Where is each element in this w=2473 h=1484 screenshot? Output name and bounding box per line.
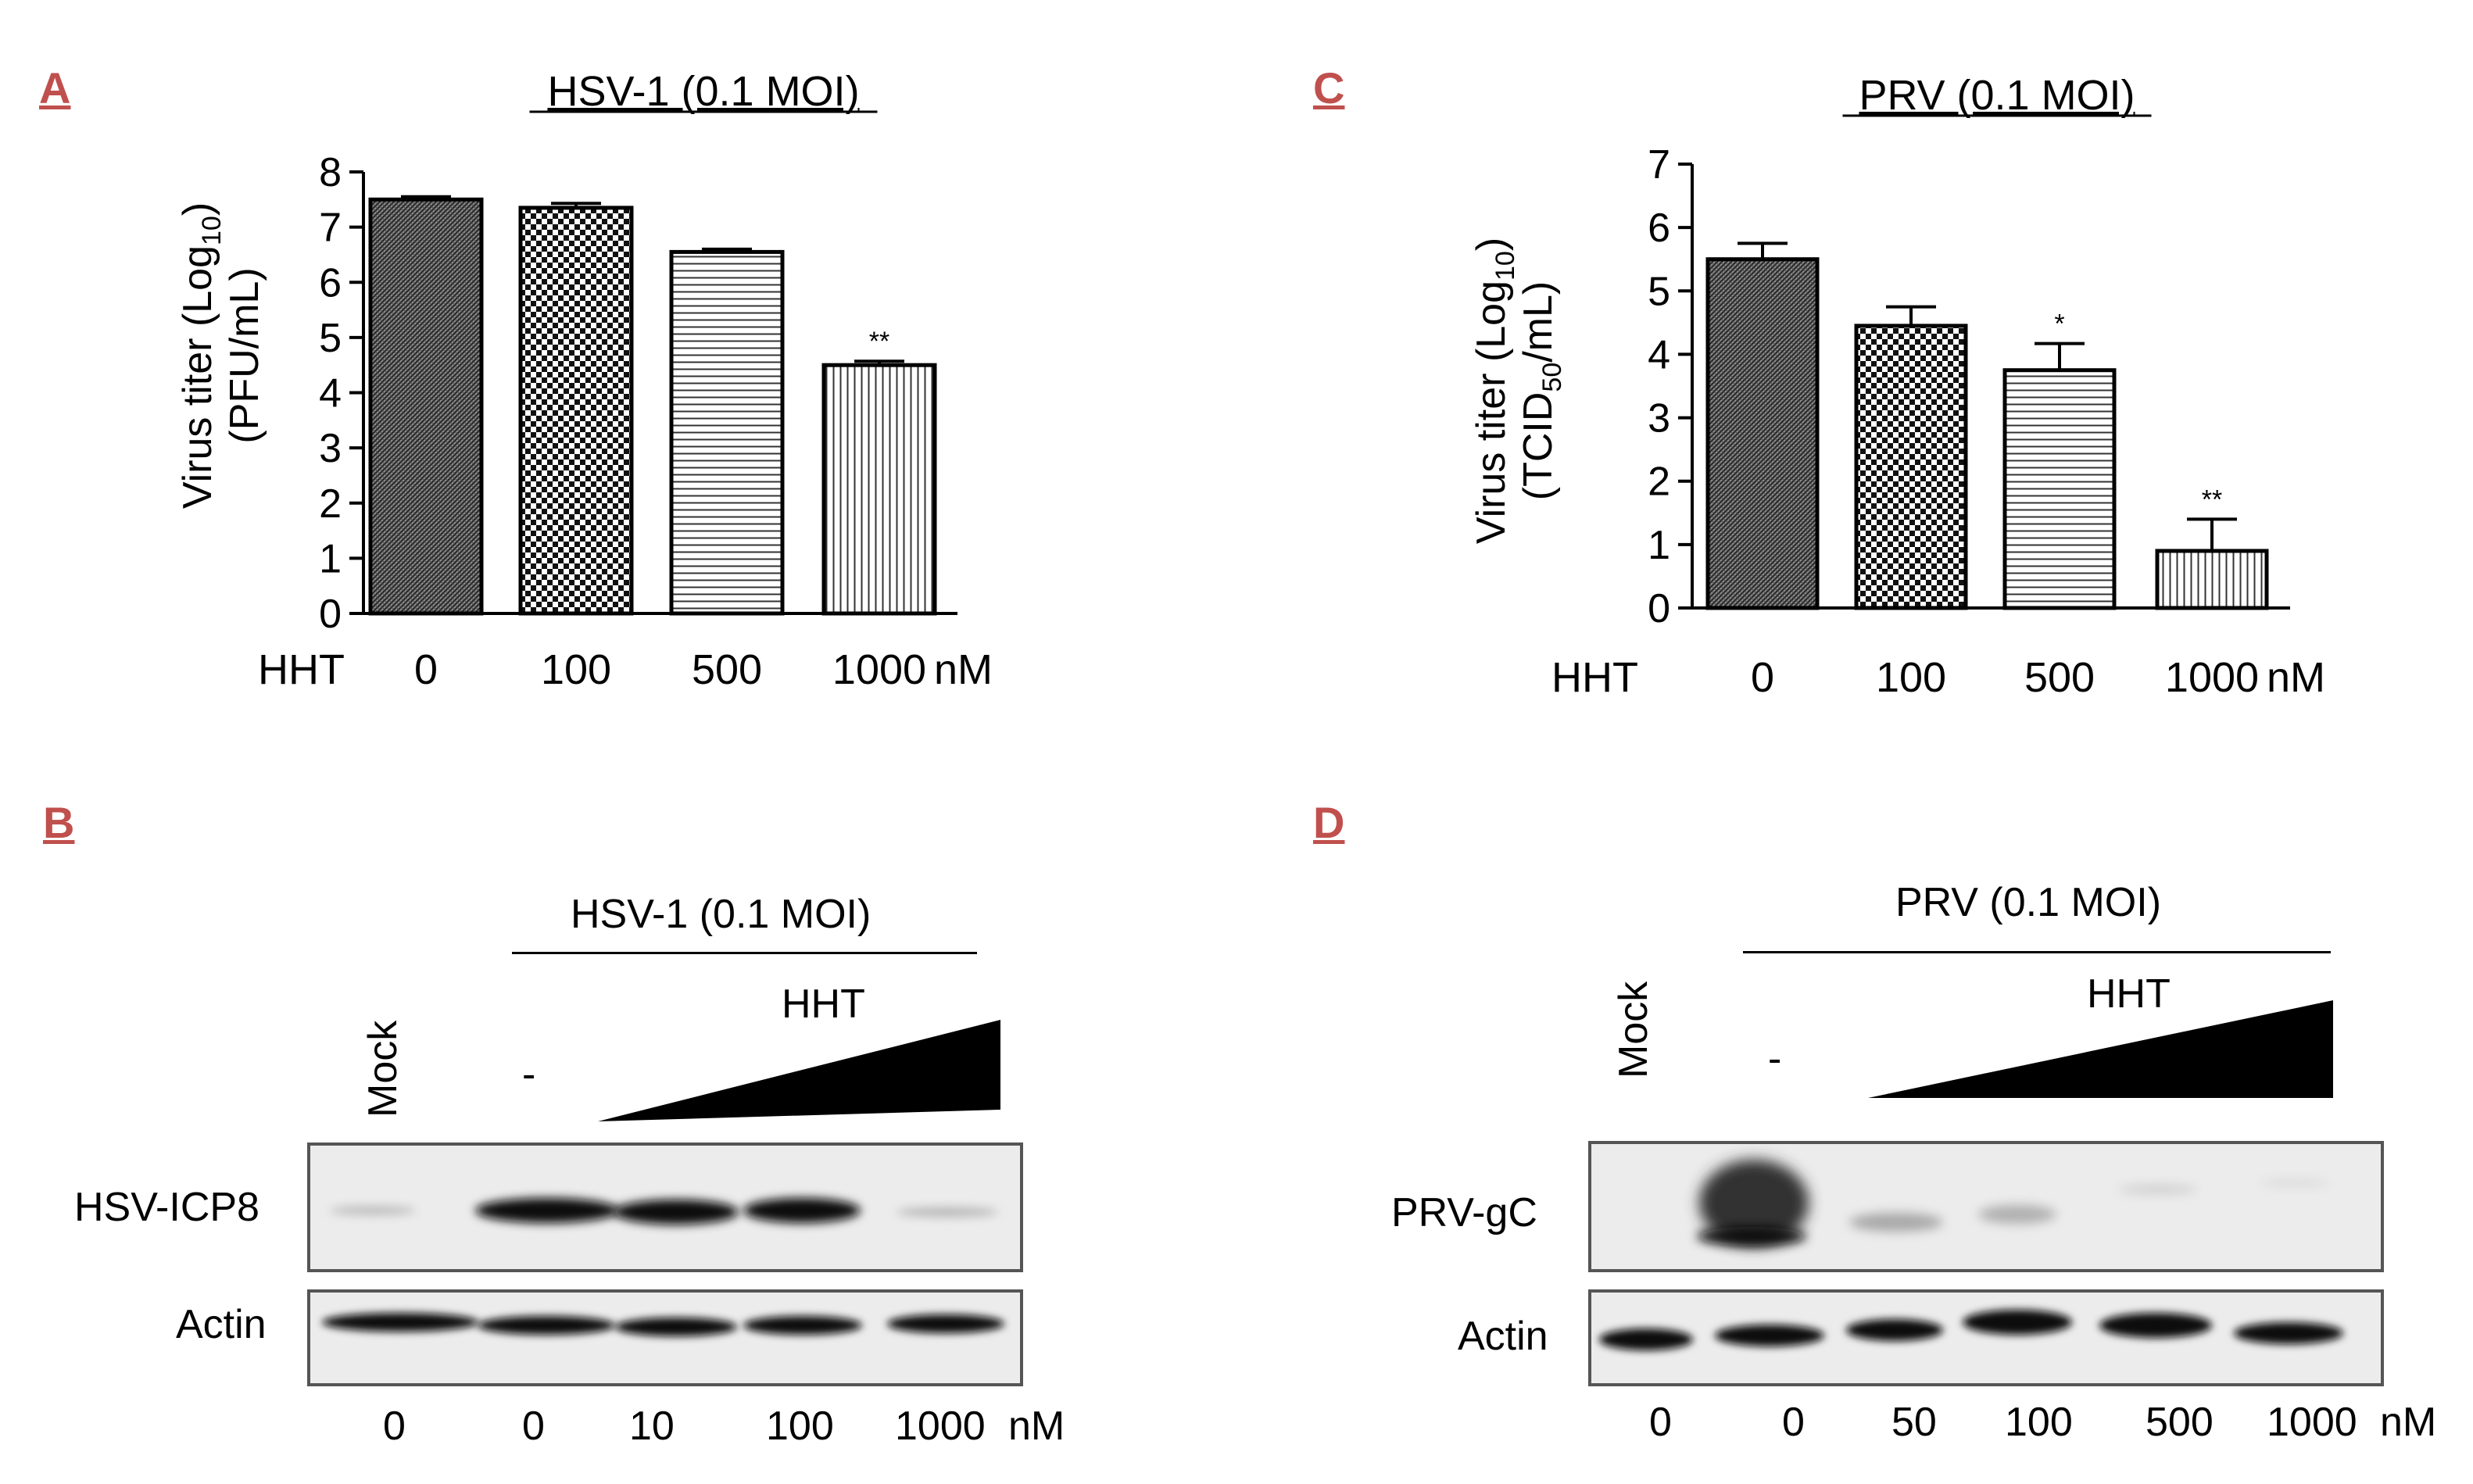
y-tick-label: 4: [319, 371, 342, 417]
treatment-label: HHT: [1551, 654, 1638, 701]
y-tick-label: 5: [319, 316, 342, 361]
blot-d-unit: nM: [2380, 1400, 2437, 1445]
x-category-label: 100: [541, 646, 611, 693]
blot-b-lane-2: 0: [522, 1404, 545, 1449]
x-category-label: 1000: [2165, 654, 2259, 701]
bar: [2002, 368, 2117, 610]
x-category-label: 500: [2024, 654, 2095, 701]
blot-d-mock-label: Mock: [1611, 981, 1656, 1078]
y-tick-label: 8: [319, 150, 342, 195]
significance-marker: **: [2202, 485, 2222, 514]
y-tick-label: 5: [1648, 269, 1670, 314]
chart-title: HSV-1 (0.1 MOI): [547, 68, 859, 115]
blot-d-lane-1: 0: [1649, 1400, 1672, 1445]
x-category-label: 100: [1876, 654, 1946, 701]
blot-b-virus-label: HSV-1 (0.1 MOI): [571, 892, 871, 937]
y-tick-label: 3: [1648, 396, 1670, 442]
x-category-label: 500: [692, 646, 762, 693]
y-tick-label: 6: [1648, 206, 1670, 251]
blot-b-actin-membrane: [307, 1289, 1023, 1386]
blot-d-dash-label: -: [1768, 1036, 1782, 1082]
unit-label: nM: [934, 646, 993, 693]
significance-marker: *: [2054, 309, 2064, 339]
y-tick-label: 2: [319, 481, 342, 527]
blot-b-icp8-bands: [330, 1198, 998, 1225]
blot-b-row-label-1: HSV-ICP8: [74, 1185, 259, 1230]
blot-d-lane-6: 1000: [2267, 1400, 2357, 1445]
blot-b-row-label-2: Actin: [176, 1302, 267, 1347]
blot-b-lane-5: 1000: [895, 1404, 986, 1449]
y-tick-label: 6: [319, 260, 342, 306]
blot-b-lane-4: 100: [766, 1404, 834, 1449]
blot-d-row-label-1: PRV-gC: [1391, 1190, 1537, 1235]
bar: [821, 363, 937, 616]
bar: [1705, 257, 1820, 610]
blot-b-virus-bracket: [512, 952, 977, 954]
blot-d-actin-membrane: [1588, 1289, 2384, 1386]
y-tick-label: 4: [1648, 332, 1670, 377]
bar: [669, 249, 785, 616]
blot-b-actin-bands: [322, 1313, 1004, 1336]
y-tick-label: 3: [319, 426, 342, 471]
unit-label: nM: [2267, 654, 2325, 701]
svg-text:Virus titer (Log10): Virus titer (Log10): [175, 202, 227, 509]
blot-b-icp8-membrane: [307, 1143, 1023, 1272]
y-tick-label: 7: [319, 206, 342, 251]
y-tick-label: 1: [319, 536, 342, 581]
y-axis-label: Virus titer (Log10)(TCID50/mL): [1469, 238, 1567, 544]
x-category-label: 0: [1751, 654, 1774, 701]
bar: [2155, 549, 2269, 610]
y-tick-label: 2: [1648, 460, 1670, 505]
blot-b-lane-3: 10: [629, 1404, 675, 1449]
y-tick-label: 0: [1648, 586, 1670, 631]
blot-d-lane-2: 0: [1782, 1400, 1805, 1445]
treatment-label: HHT: [258, 646, 345, 693]
y-tick-label: 0: [319, 592, 342, 637]
blot-d-row-label-2: Actin: [1458, 1314, 1548, 1359]
blot-b-hht-label: HHT: [782, 982, 865, 1027]
blot-b-unit: nM: [1008, 1404, 1065, 1449]
panel-letter-d: D: [1313, 798, 1345, 847]
blot-b-lane-1: 0: [383, 1404, 406, 1449]
x-category-label: 0: [414, 646, 438, 693]
bar: [368, 197, 484, 616]
blot-d-hht-label: HHT: [2087, 971, 2171, 1017]
panel-letter-c: C: [1313, 63, 1345, 113]
svg-text:(PFU/mL): (PFU/mL): [222, 267, 267, 443]
bar: [1854, 324, 1968, 610]
svg-text:Virus titer (Log10): Virus titer (Log10): [1469, 238, 1520, 544]
blot-d-lane-4: 100: [2005, 1400, 2073, 1445]
panel-letter-b: B: [43, 798, 75, 847]
blot-d-gc-bands: [1697, 1160, 2330, 1246]
blot-d-actin-bands: [1599, 1310, 2343, 1350]
bar: [518, 206, 634, 616]
chart-title: PRV (0.1 MOI): [1859, 72, 2135, 119]
panel-letter-a: A: [39, 63, 71, 113]
y-tick-label: 1: [1648, 523, 1670, 568]
x-category-label: 1000: [832, 646, 926, 693]
blot-d-lane-5: 500: [2146, 1400, 2214, 1445]
y-axis-label: Virus titer (Log10)(PFU/mL): [175, 202, 267, 509]
blot-d-gc-membrane: [1588, 1141, 2384, 1272]
significance-marker: **: [869, 327, 889, 356]
blot-b-dash-label: -: [522, 1052, 536, 1097]
blot-d-lane-3: 50: [1891, 1400, 1937, 1445]
blot-d-virus-bracket: [1743, 951, 2331, 953]
y-tick-label: 7: [1648, 142, 1670, 188]
svg-text:(TCID50/mL): (TCID50/mL): [1516, 281, 1567, 500]
blot-d-virus-label: PRV (0.1 MOI): [1895, 880, 2162, 925]
